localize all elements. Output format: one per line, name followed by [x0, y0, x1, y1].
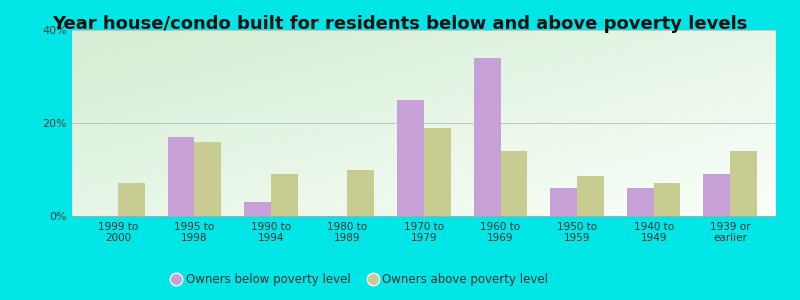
Bar — [501, 151, 527, 216]
Bar — [244, 202, 271, 216]
Legend: Owners below poverty level, Owners above poverty level: Owners below poverty level, Owners above… — [167, 269, 553, 291]
Bar — [550, 188, 577, 216]
Bar — [654, 183, 680, 216]
Bar — [577, 176, 604, 216]
Bar — [168, 137, 194, 216]
Bar — [118, 183, 145, 216]
Bar — [626, 188, 654, 216]
Bar — [730, 151, 757, 216]
Bar — [271, 174, 298, 216]
Bar — [194, 142, 222, 216]
Bar — [347, 169, 374, 216]
Bar — [474, 58, 501, 216]
Bar — [398, 100, 424, 216]
Bar — [424, 128, 450, 216]
Text: Year house/condo built for residents below and above poverty levels: Year house/condo built for residents bel… — [52, 15, 748, 33]
Bar — [703, 174, 730, 216]
